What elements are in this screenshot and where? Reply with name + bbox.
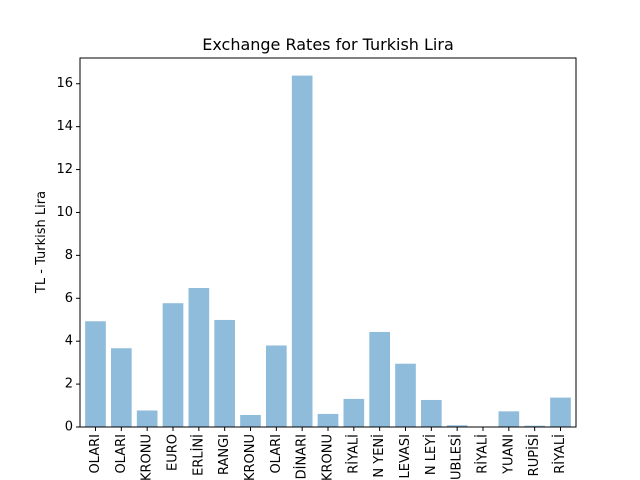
x-tick-label: KRONU: [140, 434, 155, 480]
y-tick-label: 10: [56, 205, 73, 220]
chart-title: Exchange Rates for Turkish Lira: [202, 35, 454, 54]
y-tick-label: 6: [65, 291, 73, 306]
bar-8: [291, 75, 313, 427]
y-tick-label: 12: [56, 162, 73, 177]
y-tick-label: 2: [65, 377, 73, 392]
y-tick-label: 16: [56, 76, 73, 91]
bar-10: [343, 398, 365, 427]
bar-18: [550, 397, 571, 427]
x-axis-ticks: OLARI OLARI KRONU EURO ERLİNİ RANGI KRONU OLARI…: [88, 427, 568, 480]
y-axis-ticks: 0 2 4 6 8 10 12 14 16: [56, 76, 80, 435]
x-tick-label: KRONU: [243, 434, 258, 480]
y-axis-label: TL - Turkish Lira: [34, 191, 49, 294]
bar-5: [214, 319, 235, 427]
bar-6: [240, 414, 261, 427]
x-tick-label: N YENİ: [371, 434, 387, 478]
bar-0: [85, 321, 106, 427]
x-tick-label: RİYALİ: [345, 434, 361, 474]
x-tick-label: RUPİSİ: [526, 434, 542, 476]
bar-7: [266, 345, 287, 427]
x-tick-label: ERLİNİ: [190, 434, 206, 476]
bar-16: [498, 411, 520, 427]
x-tick-label: N LEYİ: [423, 434, 439, 475]
bar-14: [446, 425, 468, 427]
x-tick-label: OLARI: [114, 434, 129, 474]
y-tick-label: 14: [56, 119, 73, 134]
x-tick-label: LEVASI: [398, 434, 413, 479]
bar-11: [369, 331, 390, 427]
x-tick-label: RİYALİ: [475, 434, 491, 474]
bar-12: [395, 363, 416, 427]
bar-1: [111, 348, 132, 427]
x-tick-label: KRONU: [321, 434, 336, 480]
x-tick-label: OLARI: [269, 434, 284, 474]
x-tick-label: DİNARI: [294, 434, 310, 479]
y-tick-label: 8: [65, 248, 73, 263]
x-tick-label: RANGI: [217, 434, 232, 475]
x-tick-label: YUANI: [501, 434, 516, 475]
y-tick-label: 0: [65, 420, 73, 435]
bars-group: [85, 75, 571, 427]
plot-area-frame: [79, 57, 577, 428]
x-tick-label: UBLESİ: [449, 434, 465, 480]
x-tick-label: OLARI: [88, 434, 103, 474]
bar-17: [524, 425, 545, 427]
x-tick-label: RİYALİ: [552, 434, 568, 474]
bar-4: [188, 287, 210, 427]
bar-13: [421, 399, 442, 427]
bar-3: [162, 303, 184, 427]
y-tick-label: 4: [65, 334, 73, 349]
bar-2: [136, 410, 158, 427]
x-tick-label: EURO: [166, 434, 181, 471]
bar-9: [317, 413, 339, 427]
